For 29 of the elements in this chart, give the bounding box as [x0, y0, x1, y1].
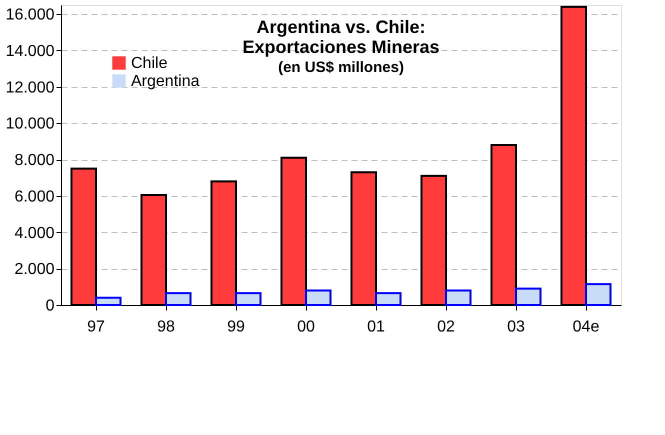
legend-label: Argentina	[131, 73, 200, 90]
y-tick-label: 8.000	[14, 152, 55, 170]
x-tick-label: 04e	[572, 318, 600, 336]
bar	[375, 292, 402, 306]
y-tick-label: 16.000	[6, 6, 55, 24]
bar	[515, 288, 542, 306]
x-tick-label: 03	[507, 318, 525, 336]
x-tick-label: 01	[367, 318, 385, 336]
y-tick-label: 0	[46, 298, 55, 314]
y-tick-label: 14.000	[6, 42, 55, 60]
x-tick-label: 99	[227, 318, 245, 336]
y-tick-label: 2.000	[14, 261, 55, 278]
y-tick-label: 10.000	[6, 116, 55, 133]
x-tick-label: 98	[157, 318, 175, 336]
bar	[165, 292, 192, 306]
legend-label: Chile	[131, 55, 168, 72]
text: (en US$ millones)	[278, 59, 404, 76]
x-tick-label: 00	[297, 318, 315, 336]
y-tick-label: 6.000	[14, 188, 55, 206]
y-tick-label: 12.000	[6, 79, 55, 96]
bar	[305, 289, 332, 306]
bar	[235, 292, 262, 306]
bar	[585, 283, 612, 306]
bar	[95, 296, 122, 306]
x-tick-label: 97	[87, 318, 105, 336]
x-tick-label: 02	[437, 318, 455, 336]
text: Argentina vs. Chile: Exportaciones Mineras	[242, 17, 440, 57]
bar	[445, 289, 472, 306]
y-tick-label: 4.000	[14, 224, 55, 242]
